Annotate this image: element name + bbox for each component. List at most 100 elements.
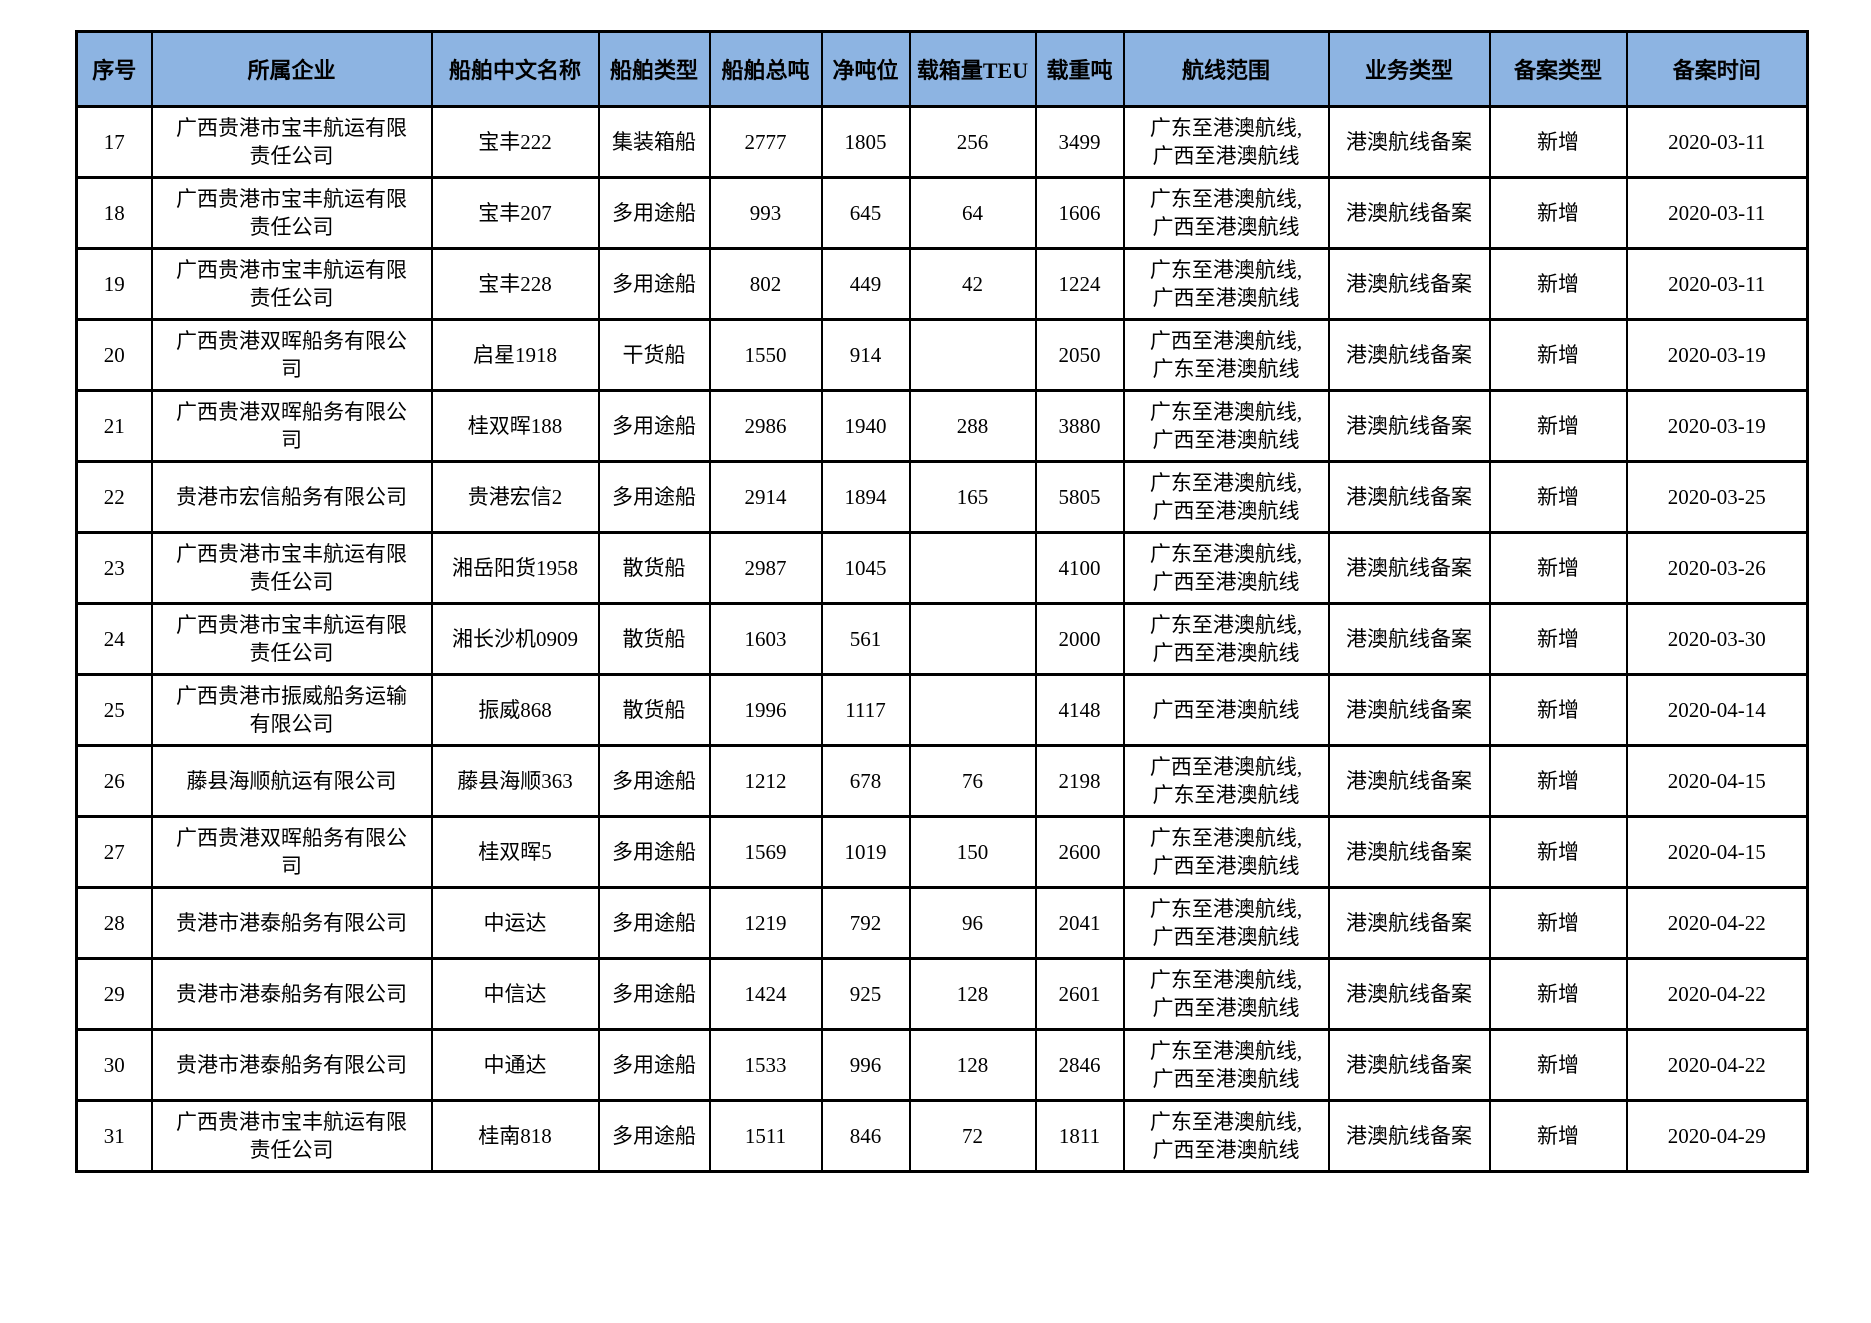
cell-gross-tonnage: 802 [708, 247, 823, 321]
cell-gross-tonnage: 1550 [708, 318, 823, 392]
cell-gross-tonnage: 2986 [708, 389, 823, 463]
table-row: 31 广西贵港市宝丰航运有限 责任公司 桂南818 多用途船 1511 846 … [75, 1099, 1809, 1173]
table-row: 25 广西贵港市振威船务运输 有限公司 振威868 散货船 1996 1117 … [75, 673, 1809, 747]
header-row: 序号 所属企业 船舶中文名称 船舶类型 船舶总吨 净吨位 载箱量TEU 载重吨 … [75, 30, 1809, 108]
cell-index: 17 [75, 105, 153, 179]
cell-business-type: 港澳航线备案 [1327, 176, 1491, 250]
col-index: 序号 [75, 30, 153, 108]
cell-ship-name: 中通达 [430, 1028, 600, 1102]
cell-company: 广西贵港双晖船务有限公 司 [150, 389, 433, 463]
cell-ship-name: 贵港宏信2 [430, 460, 600, 534]
cell-route-range: 广东至港澳航线, 广西至港澳航线 [1122, 1099, 1330, 1173]
cell-filing-type: 新增 [1488, 247, 1628, 321]
cell-filing-date: 2020-03-19 [1625, 318, 1809, 392]
cell-route-range: 广东至港澳航线, 广西至港澳航线 [1122, 1028, 1330, 1102]
table-row: 23 广西贵港市宝丰航运有限 责任公司 湘岳阳货1958 散货船 2987 10… [75, 531, 1809, 605]
col-deadweight: 载重吨 [1034, 30, 1125, 108]
cell-filing-type: 新增 [1488, 105, 1628, 179]
cell-ship-name: 湘岳阳货1958 [430, 531, 600, 605]
cell-filing-type: 新增 [1488, 389, 1628, 463]
cell-company: 广西贵港市宝丰航运有限 责任公司 [150, 176, 433, 250]
cell-net-tonnage: 678 [820, 744, 911, 818]
cell-filing-date: 2020-03-26 [1625, 531, 1809, 605]
cell-gross-tonnage: 1424 [708, 957, 823, 1031]
cell-teu-capacity [908, 602, 1037, 676]
cell-route-range: 广东至港澳航线, 广西至港澳航线 [1122, 460, 1330, 534]
cell-deadweight: 2050 [1034, 318, 1125, 392]
cell-teu-capacity [908, 531, 1037, 605]
cell-filing-type: 新增 [1488, 673, 1628, 747]
cell-route-range: 广东至港澳航线, 广西至港澳航线 [1122, 389, 1330, 463]
cell-gross-tonnage: 1212 [708, 744, 823, 818]
cell-gross-tonnage: 1511 [708, 1099, 823, 1173]
cell-gross-tonnage: 1603 [708, 602, 823, 676]
cell-company: 贵港市港泰船务有限公司 [150, 886, 433, 960]
cell-net-tonnage: 1019 [820, 815, 911, 889]
cell-filing-type: 新增 [1488, 815, 1628, 889]
cell-filing-type: 新增 [1488, 886, 1628, 960]
cell-route-range: 广东至港澳航线, 广西至港澳航线 [1122, 886, 1330, 960]
col-filing-type: 备案类型 [1488, 30, 1628, 108]
col-ship-name: 船舶中文名称 [430, 30, 600, 108]
cell-gross-tonnage: 993 [708, 176, 823, 250]
cell-filing-date: 2020-04-15 [1625, 744, 1809, 818]
cell-ship-type: 散货船 [597, 602, 711, 676]
cell-company: 贵港市宏信船务有限公司 [150, 460, 433, 534]
cell-company: 广西贵港市宝丰航运有限 责任公司 [150, 1099, 433, 1173]
cell-ship-type: 多用途船 [597, 1099, 711, 1173]
cell-net-tonnage: 914 [820, 318, 911, 392]
cell-ship-type: 多用途船 [597, 247, 711, 321]
cell-route-range: 广东至港澳航线, 广西至港澳航线 [1122, 815, 1330, 889]
cell-teu-capacity: 76 [908, 744, 1037, 818]
cell-gross-tonnage: 1533 [708, 1028, 823, 1102]
cell-company: 广西贵港市宝丰航运有限 责任公司 [150, 602, 433, 676]
cell-ship-type: 散货船 [597, 531, 711, 605]
cell-gross-tonnage: 1569 [708, 815, 823, 889]
cell-deadweight: 2041 [1034, 886, 1125, 960]
cell-ship-type: 多用途船 [597, 886, 711, 960]
cell-teu-capacity: 165 [908, 460, 1037, 534]
cell-deadweight: 3499 [1034, 105, 1125, 179]
cell-teu-capacity: 128 [908, 957, 1037, 1031]
cell-route-range: 广东至港澳航线, 广西至港澳航线 [1122, 531, 1330, 605]
cell-ship-type: 多用途船 [597, 744, 711, 818]
cell-business-type: 港澳航线备案 [1327, 886, 1491, 960]
cell-gross-tonnage: 2914 [708, 460, 823, 534]
cell-teu-capacity: 256 [908, 105, 1037, 179]
cell-filing-type: 新增 [1488, 744, 1628, 818]
col-company: 所属企业 [150, 30, 433, 108]
cell-ship-type: 多用途船 [597, 957, 711, 1031]
cell-index: 21 [75, 389, 153, 463]
col-teu-capacity: 载箱量TEU [908, 30, 1037, 108]
cell-index: 23 [75, 531, 153, 605]
cell-index: 25 [75, 673, 153, 747]
table-row: 30 贵港市港泰船务有限公司 中通达 多用途船 1533 996 128 284… [75, 1028, 1809, 1102]
cell-route-range: 广东至港澳航线, 广西至港澳航线 [1122, 957, 1330, 1031]
cell-business-type: 港澳航线备案 [1327, 460, 1491, 534]
cell-ship-type: 多用途船 [597, 460, 711, 534]
cell-teu-capacity: 64 [908, 176, 1037, 250]
cell-company: 贵港市港泰船务有限公司 [150, 1028, 433, 1102]
cell-ship-name: 宝丰222 [430, 105, 600, 179]
cell-ship-type: 多用途船 [597, 1028, 711, 1102]
cell-net-tonnage: 1045 [820, 531, 911, 605]
cell-business-type: 港澳航线备案 [1327, 602, 1491, 676]
cell-route-range: 广东至港澳航线, 广西至港澳航线 [1122, 247, 1330, 321]
table-row: 26 藤县海顺航运有限公司 藤县海顺363 多用途船 1212 678 76 2… [75, 744, 1809, 818]
cell-ship-name: 中信达 [430, 957, 600, 1031]
cell-filing-type: 新增 [1488, 1099, 1628, 1173]
cell-deadweight: 4100 [1034, 531, 1125, 605]
table-row: 20 广西贵港双晖船务有限公 司 启星1918 干货船 1550 914 205… [75, 318, 1809, 392]
cell-ship-type: 多用途船 [597, 176, 711, 250]
cell-index: 26 [75, 744, 153, 818]
cell-deadweight: 1811 [1034, 1099, 1125, 1173]
cell-index: 27 [75, 815, 153, 889]
table-row: 18 广西贵港市宝丰航运有限 责任公司 宝丰207 多用途船 993 645 6… [75, 176, 1809, 250]
cell-filing-date: 2020-04-15 [1625, 815, 1809, 889]
cell-business-type: 港澳航线备案 [1327, 957, 1491, 1031]
cell-deadweight: 1606 [1034, 176, 1125, 250]
col-ship-type: 船舶类型 [597, 30, 711, 108]
cell-net-tonnage: 996 [820, 1028, 911, 1102]
cell-ship-type: 集装箱船 [597, 105, 711, 179]
cell-deadweight: 2600 [1034, 815, 1125, 889]
